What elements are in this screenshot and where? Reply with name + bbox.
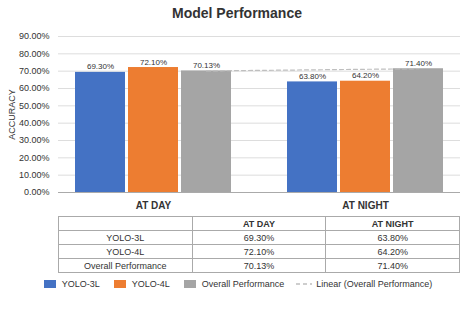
html-text:72.10%: 72.10%: [243, 246, 275, 257]
html-text:YOLO-4L: YOLO-4L: [131, 279, 170, 289]
svg-text:70.13%: 70.13%: [193, 61, 220, 70]
html-text:64.20%: 64.20%: [377, 246, 408, 257]
svg-text:40.00%: 40.00%: [19, 118, 50, 128]
svg-text:69.30%: 69.30%: [87, 62, 114, 71]
svg-text:60.00%: 60.00%: [19, 83, 50, 93]
html-text:70.13%: 70.13%: [243, 260, 275, 271]
html-text:Overall Performance: Overall Performance: [201, 279, 285, 289]
html-text:Linear (Overall Performance): Linear (Overall Performance): [316, 279, 433, 289]
svg-text:10.00%: 10.00%: [19, 170, 50, 180]
html-text:63.80%: 63.80%: [377, 232, 408, 243]
svg-text:71.40%: 71.40%: [405, 59, 432, 68]
svg-text:63.80%: 63.80%: [299, 72, 326, 81]
html-text:YOLO-3L: YOLO-3L: [61, 279, 100, 289]
html-text:69.30%: 69.30%: [243, 232, 275, 243]
html-text:AT NIGHT: AT NIGHT: [371, 218, 414, 229]
svg-text:50.00%: 50.00%: [19, 101, 50, 111]
html-text:Model Performance: Model Performance: [172, 5, 302, 21]
svg-text:ACCURACY: ACCURACY: [7, 89, 17, 140]
html-text:YOLO-4L: YOLO-4L: [106, 246, 145, 257]
svg-text:20.00%: 20.00%: [19, 153, 50, 163]
html-text:Overall Performance: Overall Performance: [84, 260, 167, 271]
html-text:AT DAY: AT DAY: [243, 218, 275, 229]
svg-text:70.00%: 70.00%: [19, 66, 50, 76]
svg-text:30.00%: 30.00%: [19, 135, 50, 145]
svg-text:AT DAY: AT DAY: [136, 200, 172, 211]
svg-text:AT NIGHT: AT NIGHT: [342, 200, 388, 211]
svg-text:64.20%: 64.20%: [352, 71, 379, 80]
svg-text:72.10%: 72.10%: [140, 58, 167, 67]
svg-text:80.00%: 80.00%: [19, 49, 50, 59]
svg-text:90.00%: 90.00%: [19, 31, 50, 41]
svg-text:0.00%: 0.00%: [24, 187, 50, 197]
html-text:71.40%: 71.40%: [377, 260, 408, 271]
html-text:YOLO-3L: YOLO-3L: [106, 232, 145, 243]
